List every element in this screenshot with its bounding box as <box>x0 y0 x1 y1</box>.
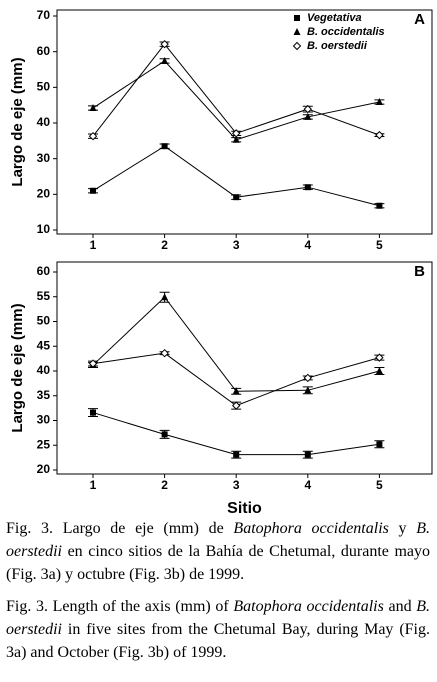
marker <box>90 409 96 416</box>
marker <box>375 97 383 105</box>
y-tick-label: 40 <box>37 115 51 129</box>
marker <box>304 184 311 191</box>
marker <box>160 39 169 49</box>
x-tick-label: 1 <box>90 478 97 492</box>
marker <box>376 202 383 209</box>
marker <box>90 187 96 194</box>
marker <box>232 135 240 143</box>
caption-text: Batophora occidentalis <box>233 520 389 537</box>
y-tick-label: 70 <box>37 8 51 22</box>
x-tick-label: 2 <box>161 238 168 252</box>
marker <box>88 359 98 368</box>
caption-text: and <box>383 598 417 615</box>
x-tick-label: 5 <box>376 478 383 492</box>
caption-text: B. oerstedii <box>6 520 430 560</box>
x-tick-label: 4 <box>304 478 311 492</box>
plot-frame <box>56 9 433 235</box>
marker <box>303 104 313 114</box>
caption-text: in five sites from the Chetumal Bay, dur… <box>6 621 430 661</box>
caption-text: Fig. 3. Length of the axis (mm) of <box>6 598 234 615</box>
y-axis-title: Largo de eje (mm) <box>9 303 26 432</box>
y-tick-label: 30 <box>37 413 51 427</box>
marker <box>375 353 384 362</box>
marker <box>303 373 313 383</box>
series-line <box>92 352 380 407</box>
y-tick-label: 60 <box>37 44 51 58</box>
x-axis-title: Sitio <box>227 500 262 515</box>
y-axis-title: Largo de eje (mm) <box>9 57 26 186</box>
marker <box>376 441 383 448</box>
marker <box>161 431 168 438</box>
plot-frame <box>56 261 433 475</box>
panel-label: A <box>414 11 425 28</box>
y-tick-label: 50 <box>37 80 51 94</box>
marker <box>304 112 312 120</box>
marker <box>231 129 241 138</box>
marker <box>375 367 383 374</box>
caption-text: en cinco sitios de la Bahía de Chetumal,… <box>6 543 430 583</box>
x-tick-label: 4 <box>304 238 311 252</box>
x-tick-label: 3 <box>233 478 240 492</box>
panel-label: B <box>414 263 425 280</box>
y-tick-label: 60 <box>37 264 51 278</box>
y-tick-label: 10 <box>37 222 51 236</box>
marker <box>233 451 240 458</box>
y-tick-label: 55 <box>37 289 51 303</box>
marker <box>232 387 240 395</box>
legend-label: Vegetativa <box>307 12 362 24</box>
series-line <box>92 296 380 392</box>
y-tick-label: 50 <box>37 314 51 328</box>
marker <box>89 104 97 112</box>
caption-text: B. oerstedii <box>6 598 431 638</box>
caption-spanish: Fig. 3. Largo de eje (mm) de Batophora o… <box>6 517 430 586</box>
marker <box>160 348 169 358</box>
marker <box>161 56 169 64</box>
x-tick-label: 1 <box>90 238 97 252</box>
y-tick-label: 20 <box>37 462 51 476</box>
x-tick-label: 5 <box>376 238 383 252</box>
caption-text: y <box>388 520 417 537</box>
y-tick-label: 20 <box>37 187 51 201</box>
marker <box>294 15 300 21</box>
legend-label: B. oerstedii <box>307 40 368 52</box>
marker <box>304 386 312 394</box>
marker <box>375 130 384 140</box>
y-tick-label: 40 <box>37 363 51 377</box>
series-line <box>92 43 380 137</box>
marker <box>233 194 240 201</box>
caption-text: Fig. 3. Largo de eje (mm) de <box>6 520 234 537</box>
x-tick-label: 3 <box>233 238 240 252</box>
caption-english: Fig. 3. Length of the axis (mm) of Batop… <box>6 595 430 664</box>
caption-text: Batophora occidentalis <box>233 598 384 615</box>
marker <box>88 131 98 141</box>
marker <box>231 401 241 410</box>
marker <box>304 451 311 458</box>
marker <box>293 28 301 35</box>
marker <box>161 293 169 301</box>
marker <box>161 143 168 150</box>
y-tick-label: 45 <box>37 338 51 352</box>
y-tick-label: 30 <box>37 151 51 165</box>
y-tick-label: 25 <box>37 437 51 451</box>
series-line <box>92 412 380 456</box>
series-line <box>92 60 380 141</box>
x-tick-label: 2 <box>161 478 168 492</box>
legend-label: B. occidentalis <box>307 26 385 38</box>
marker <box>292 41 302 51</box>
y-tick-label: 35 <box>37 388 51 402</box>
